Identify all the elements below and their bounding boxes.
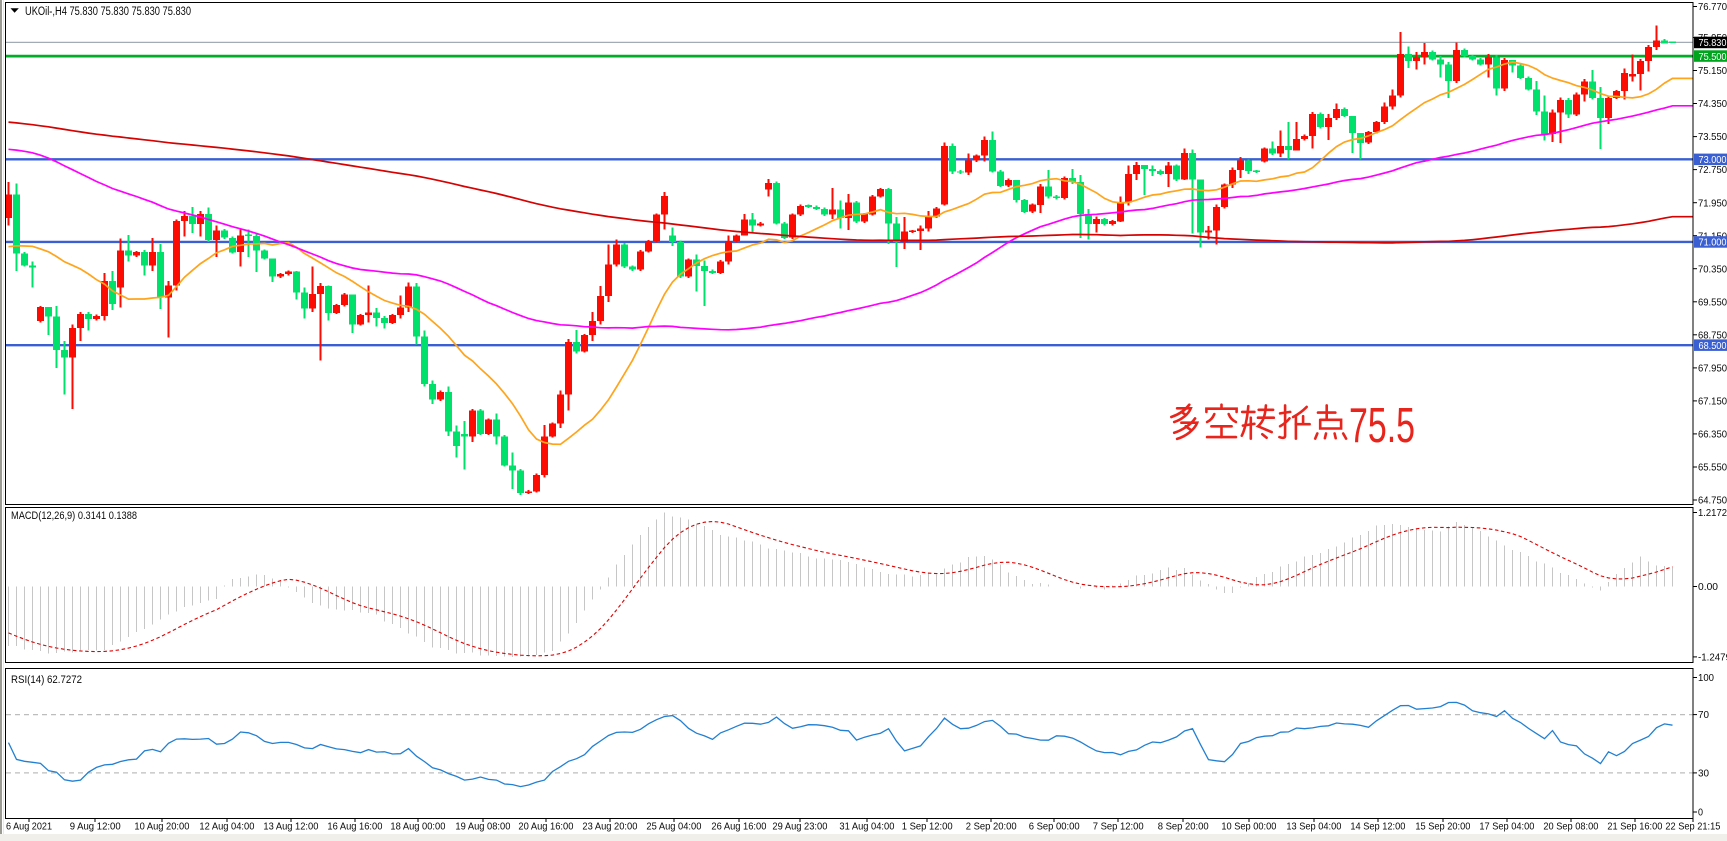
svg-text:UKOil-,H4 75.830 75.830 75.83: UKOil-,H4 75.830 75.830 75.830 75.830 [25,6,191,18]
svg-text:-1.2479: -1.2479 [1698,652,1727,664]
svg-text:10 Sep 00:00: 10 Sep 00:00 [1221,821,1276,833]
svg-text:13 Sep 04:00: 13 Sep 04:00 [1286,821,1341,833]
svg-text:74.350: 74.350 [1698,98,1727,110]
svg-text:MACD(12,26,9) 0.3141 0.1388: MACD(12,26,9) 0.3141 0.1388 [11,510,137,522]
svg-text:23 Aug 20:00: 23 Aug 20:00 [582,821,637,833]
svg-text:9 Aug 12:00: 9 Aug 12:00 [70,821,121,833]
svg-text:15 Sep 20:00: 15 Sep 20:00 [1415,821,1470,833]
svg-text:73.550: 73.550 [1698,131,1727,143]
svg-text:1.2172: 1.2172 [1698,507,1727,519]
svg-text:8 Sep 20:00: 8 Sep 20:00 [1158,821,1209,833]
svg-text:0: 0 [1698,807,1703,819]
svg-text:67.150: 67.150 [1698,396,1727,408]
svg-text:73.000: 73.000 [1699,154,1727,166]
svg-text:7 Sep 12:00: 7 Sep 12:00 [1093,821,1144,833]
svg-text:10 Aug 20:00: 10 Aug 20:00 [134,821,189,833]
svg-text:70: 70 [1698,709,1709,721]
svg-text:29 Aug 23:00: 29 Aug 23:00 [772,821,827,833]
svg-text:68.500: 68.500 [1699,340,1727,352]
svg-text:69.550: 69.550 [1698,296,1727,308]
svg-text:19 Aug 08:00: 19 Aug 08:00 [455,821,510,833]
svg-text:68.750: 68.750 [1698,329,1727,341]
svg-text:25 Aug 04:00: 25 Aug 04:00 [646,821,701,833]
svg-text:75.5: 75.5 [1349,399,1415,453]
svg-text:71.950: 71.950 [1698,197,1727,209]
svg-text:16 Aug 16:00: 16 Aug 16:00 [327,821,382,833]
svg-text:26 Aug 16:00: 26 Aug 16:00 [711,821,766,833]
svg-text:75.830: 75.830 [1699,37,1727,49]
svg-text:13 Aug 12:00: 13 Aug 12:00 [263,821,318,833]
svg-text:100: 100 [1698,672,1714,684]
svg-text:12 Aug 04:00: 12 Aug 04:00 [199,821,254,833]
svg-text:66.350: 66.350 [1698,429,1727,441]
svg-text:31 Aug 04:00: 31 Aug 04:00 [839,821,894,833]
svg-text:30: 30 [1698,768,1709,780]
svg-text:64.750: 64.750 [1698,495,1727,507]
svg-text:20 Sep 08:00: 20 Sep 08:00 [1543,821,1598,833]
svg-text:2 Sep 20:00: 2 Sep 20:00 [966,821,1017,833]
svg-text:0.00: 0.00 [1698,581,1718,593]
svg-text:1 Sep 12:00: 1 Sep 12:00 [902,821,953,833]
svg-text:14 Sep 12:00: 14 Sep 12:00 [1350,821,1405,833]
svg-text:21 Sep 16:00: 21 Sep 16:00 [1607,821,1662,833]
svg-text:17 Sep 04:00: 17 Sep 04:00 [1479,821,1534,833]
svg-text:70.350: 70.350 [1698,263,1727,275]
svg-text:75.500: 75.500 [1699,51,1727,63]
svg-text:RSI(14) 62.7272: RSI(14) 62.7272 [11,674,82,686]
svg-text:71.000: 71.000 [1699,237,1727,249]
svg-text:22 Sep 21:15: 22 Sep 21:15 [1665,821,1720,833]
svg-text:6 Sep 00:00: 6 Sep 00:00 [1029,821,1080,833]
svg-text:75.150: 75.150 [1698,65,1727,77]
svg-text:6 Aug 2021: 6 Aug 2021 [6,821,52,833]
svg-text:18 Aug 00:00: 18 Aug 00:00 [390,821,445,833]
svg-text:20 Aug 16:00: 20 Aug 16:00 [518,821,573,833]
svg-text:76.770: 76.770 [1698,1,1727,13]
svg-text:72.750: 72.750 [1698,164,1727,176]
svg-text:67.950: 67.950 [1698,363,1727,375]
svg-text:65.550: 65.550 [1698,462,1727,474]
